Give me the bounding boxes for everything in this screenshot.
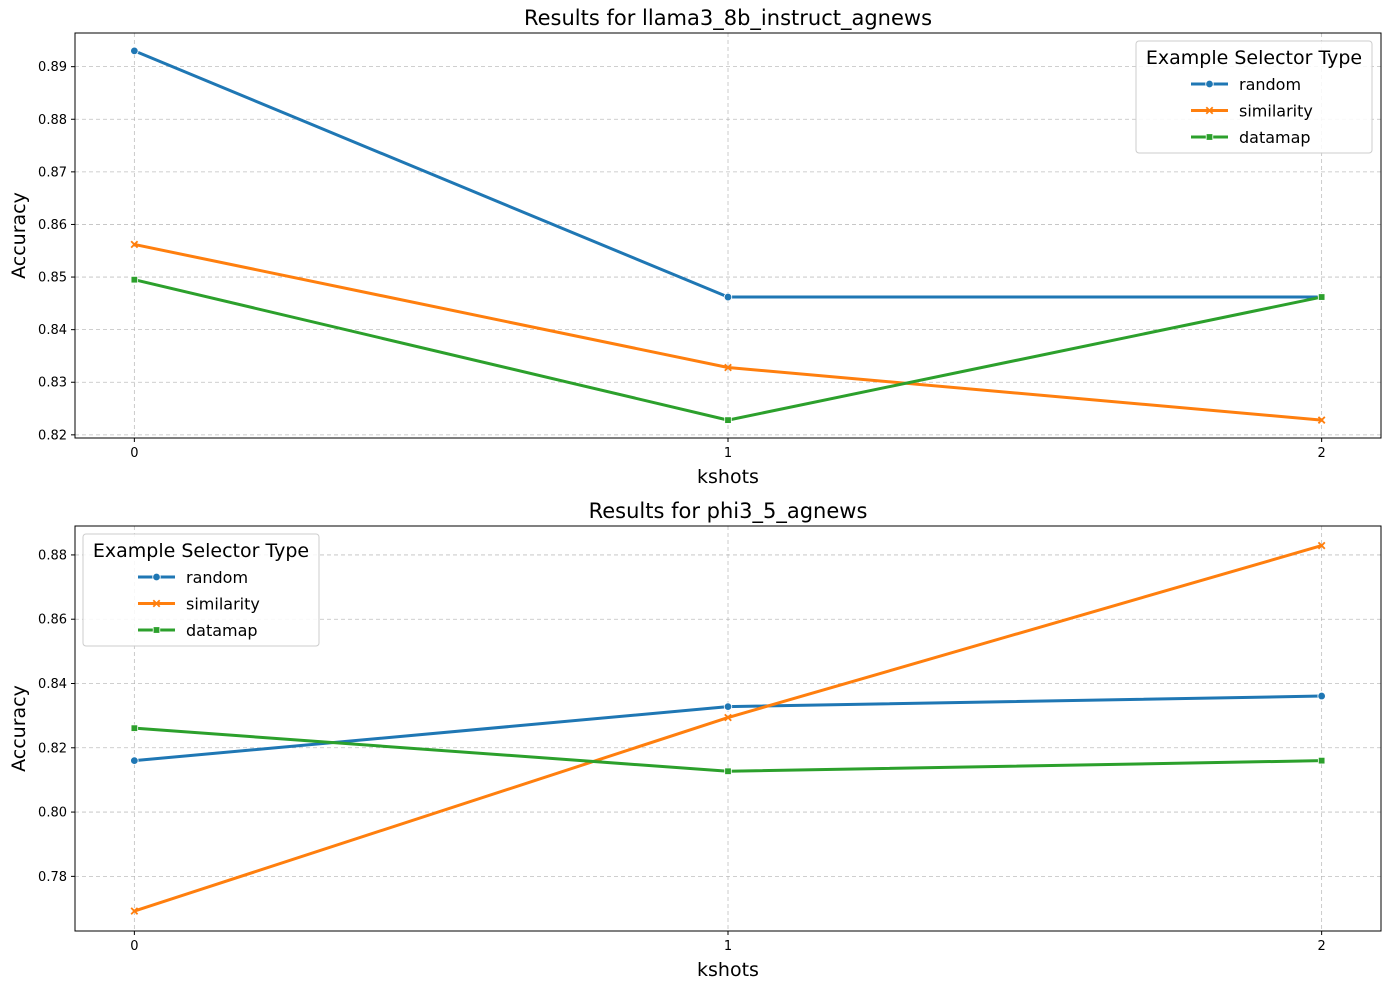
legend-label-datamap: datamap (1239, 128, 1311, 147)
y-tick-label: 0.82 (38, 428, 67, 443)
legend-marker-random (152, 572, 161, 582)
data-point-datamap (130, 275, 139, 284)
legend: Example Selector Type random similarity dat… (82, 533, 320, 647)
data-point-similarity (724, 713, 732, 722)
chart-title: Results for phi3_5_agnews (589, 499, 868, 524)
y-tick-label: 0.86 (38, 613, 67, 628)
y-tick-label: 0.85 (38, 271, 67, 286)
x-axis-label: kshots (697, 959, 759, 981)
y-tick-label: 0.88 (38, 548, 67, 563)
x-tick-label: 0 (130, 939, 138, 954)
chart-2: 0.78 0.80 0.82 0.84 0.86 0.88 0 1 2 Results for p… (8, 499, 1382, 981)
data-point-random (723, 292, 733, 302)
y-tick-label: 0.89 (38, 60, 67, 75)
data-point-random (130, 756, 139, 765)
x-tick-label: 2 (1317, 939, 1325, 954)
y-axis-label: Accuracy (8, 192, 30, 279)
legend-marker-random (1205, 79, 1214, 89)
y-tick-label: 0.87 (38, 165, 67, 180)
legend-box (82, 533, 320, 647)
legend-box (1135, 40, 1373, 154)
y-tick-label: 0.78 (38, 870, 67, 885)
data-point-datamap (1317, 756, 1326, 765)
data-point-similarity-stroke (130, 907, 139, 915)
data-point-similarity-stroke (1317, 541, 1326, 550)
data-point-datamap (724, 767, 732, 775)
legend-label-similarity: similarity (1239, 102, 1313, 121)
legend: Example Selector Type random similarity dat… (1135, 40, 1373, 154)
x-tick-label: 1 (724, 446, 732, 461)
y-tick-label: 0.84 (38, 677, 67, 692)
data-point-similarity-stroke (130, 240, 139, 249)
data-point-similarity-stroke (724, 713, 732, 722)
legend-label-datamap: datamap (186, 621, 258, 640)
data-point-datamap (1317, 293, 1326, 301)
y-tick-label: 0.83 (38, 376, 67, 391)
legend-title: Example Selector Type (1146, 47, 1362, 69)
chart-1: 0.82 0.83 0.84 0.85 0.86 0.87 0.88 0.89 0 1 2 Resul… (8, 6, 1382, 488)
x-axis-label: kshots (697, 466, 759, 488)
data-point-random (1317, 691, 1326, 701)
data-point-similarity (130, 240, 139, 249)
data-point-random (130, 46, 139, 56)
y-tick-label: 0.84 (38, 323, 67, 338)
y-tick-label: 0.82 (38, 741, 67, 756)
x-tick-label: 0 (130, 446, 138, 461)
x-tick-label: 1 (724, 939, 732, 954)
y-tick-label: 0.80 (38, 806, 67, 821)
legend-marker-similarity-stroke (1205, 106, 1214, 115)
data-point-datamap (724, 416, 732, 424)
data-point-random (723, 702, 733, 711)
legend-label-random: random (186, 568, 248, 587)
data-point-similarity (1317, 416, 1326, 424)
legend-label-similarity: similarity (186, 595, 260, 614)
data-point-similarity (724, 363, 732, 372)
legend-marker-similarity (1205, 106, 1214, 115)
legend-marker-similarity (152, 599, 161, 608)
data-point-similarity (1317, 541, 1326, 550)
y-axis-label: Accuracy (8, 685, 30, 772)
x-tick-label: 2 (1317, 446, 1325, 461)
legend-label-random: random (1239, 75, 1301, 94)
data-point-similarity (130, 907, 139, 915)
data-point-similarity-stroke (724, 363, 732, 372)
data-point-similarity-stroke (1317, 416, 1326, 424)
y-tick-label: 0.86 (38, 218, 67, 233)
legend-marker-datamap (1205, 133, 1214, 141)
legend-marker-similarity-stroke (152, 599, 161, 608)
y-tick-label: 0.88 (38, 113, 67, 128)
chart-title: Results for llama3_8b_instruct_agnews (524, 6, 932, 31)
data-point-datamap (130, 724, 139, 732)
legend-marker-datamap (152, 626, 161, 634)
legend-title: Example Selector Type (93, 540, 309, 562)
